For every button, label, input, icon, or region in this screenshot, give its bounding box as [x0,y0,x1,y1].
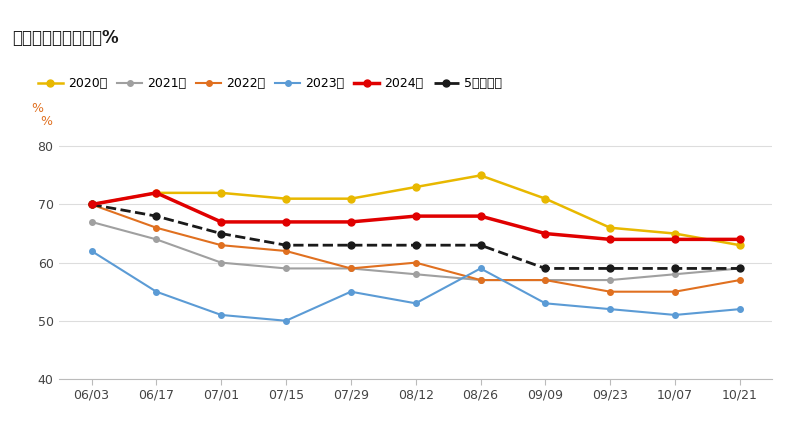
5年平均值 [411,242,420,248]
2024年 [671,237,680,242]
2024年 [476,213,485,218]
2022年 [541,277,550,282]
2024年 [87,202,96,207]
2023年 [217,312,226,317]
2020年 [281,196,291,201]
2021年 [476,277,485,282]
5年平均值 [346,242,355,248]
2023年 [605,306,615,312]
2022年 [217,242,226,248]
Text: %: % [32,102,43,115]
2020年 [217,190,226,195]
2020年 [87,202,96,207]
2023年 [281,318,291,323]
2023年 [346,289,355,294]
2021年 [735,266,745,271]
5年平均值 [281,242,291,248]
2022年 [87,202,96,207]
Line: 5年平均值: 5年平均值 [88,201,743,272]
5年平均值 [476,242,485,248]
5年平均值 [735,266,745,271]
2023年 [541,301,550,306]
2020年 [151,190,161,195]
2024年 [605,237,615,242]
2023年 [671,312,680,317]
Line: 2021年: 2021年 [89,219,742,283]
Line: 2023年: 2023年 [89,248,742,324]
Legend: 2020年, 2021年, 2022年, 2023年, 2024年, 5年平均值: 2020年, 2021年, 2022年, 2023年, 2024年, 5年平均值 [38,77,501,90]
2024年 [735,237,745,242]
Line: 2020年: 2020年 [88,172,743,249]
2021年 [346,266,355,271]
2021年 [87,219,96,224]
2021年 [541,277,550,282]
2023年 [151,289,161,294]
2020年 [605,225,615,230]
5年平均值 [87,202,96,207]
2023年 [735,306,745,312]
2024年 [281,219,291,224]
5年平均值 [541,266,550,271]
2020年 [476,173,485,178]
2022年 [346,266,355,271]
2020年 [411,184,420,189]
2022年 [411,260,420,265]
2021年 [281,266,291,271]
2023年 [87,248,96,253]
2022年 [671,289,680,294]
Text: 美国大豆生长优良率%: 美国大豆生长优良率% [12,29,118,47]
2021年 [671,272,680,277]
2020年 [346,196,355,201]
2022年 [735,277,745,282]
2023年 [411,301,420,306]
2020年 [671,231,680,236]
5年平均值 [605,266,615,271]
2024年 [411,213,420,218]
2022年 [605,289,615,294]
2024年 [151,190,161,195]
5年平均值 [671,266,680,271]
Text: %: % [40,115,52,128]
2022年 [151,225,161,230]
2021年 [411,272,420,277]
2021年 [605,277,615,282]
2022年 [476,277,485,282]
5年平均值 [217,231,226,236]
2024年 [217,219,226,224]
5年平均值 [151,213,161,218]
2023年 [476,266,485,271]
2020年 [541,196,550,201]
2020年 [735,242,745,248]
2024年 [541,231,550,236]
Line: 2022年: 2022年 [89,202,742,294]
2021年 [151,237,161,242]
2024年 [346,219,355,224]
2021年 [217,260,226,265]
2022年 [281,248,291,253]
Line: 2024年: 2024年 [88,189,743,243]
